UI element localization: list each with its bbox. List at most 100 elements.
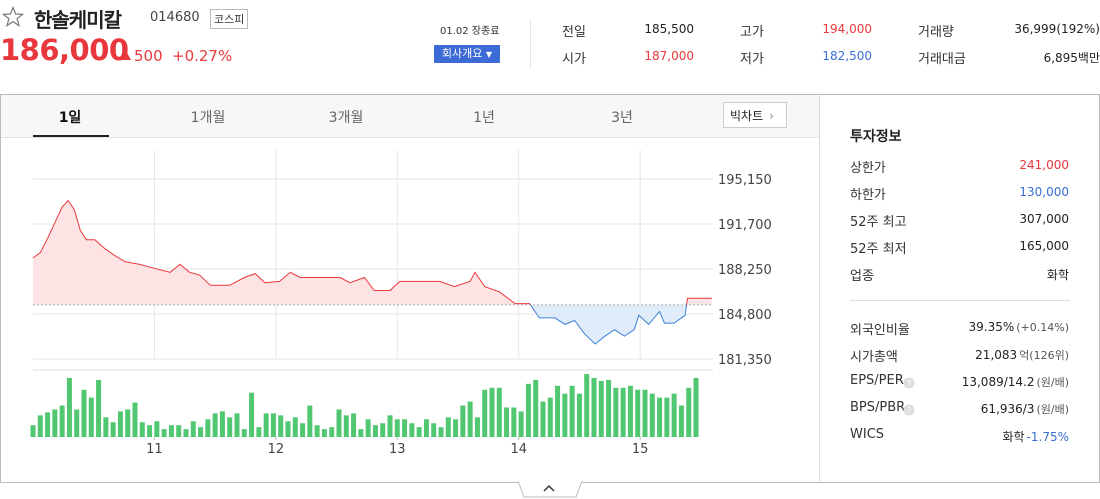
volume-bar: [460, 405, 466, 437]
price-area-up: [33, 200, 712, 305]
big-chart-button[interactable]: 빅차트 ›: [723, 102, 787, 128]
volume-bar: [649, 393, 655, 437]
volume-bar: [365, 419, 371, 437]
volume-bar: [351, 413, 357, 437]
info-value-sub: -1.75%: [1026, 430, 1069, 444]
info-label: 업종: [850, 269, 874, 284]
volume-bar: [686, 387, 692, 437]
volume-bar: [372, 425, 378, 437]
volume-bar: [467, 401, 473, 437]
period-tab[interactable]: 1일: [58, 110, 82, 126]
info-value: 화학: [1046, 268, 1069, 282]
info-label: 상한가: [850, 161, 886, 176]
volume-bar: [482, 389, 488, 437]
big-chart-label: 빅차트: [730, 109, 764, 123]
volume-bar: [576, 393, 582, 437]
period-tab[interactable]: 1개월: [190, 110, 226, 126]
info-value-sub: (원/배): [1036, 376, 1069, 389]
info-label: EPS/PER: [850, 373, 904, 388]
market-status: 01.02 장종료: [440, 26, 500, 37]
info-value-main: 화학: [1002, 430, 1025, 444]
invest-info-title: 투자정보: [850, 129, 902, 145]
volume-bar: [343, 415, 349, 437]
volume-bar: [496, 387, 502, 437]
quote-value: 182,500: [822, 49, 872, 63]
volume-bar: [409, 423, 415, 437]
info-label: 시가총액: [850, 350, 898, 365]
volume-bar: [504, 407, 510, 437]
svg-text:?: ?: [907, 379, 911, 388]
volume-bar: [256, 427, 262, 437]
volume-bar: [263, 413, 269, 437]
info-value: 61,936/3 (원/배): [981, 401, 1069, 417]
volume-bar: [635, 389, 641, 437]
period-tab[interactable]: 3년: [611, 110, 633, 126]
volume-bar: [533, 379, 539, 437]
x-tick-label: 14: [510, 442, 527, 457]
volume-bar: [190, 421, 196, 437]
volume-bar: [511, 407, 517, 437]
volume-bar: [278, 415, 284, 437]
volume-bar: [88, 397, 94, 437]
quote-value: 36,999(192%): [1014, 22, 1100, 36]
info-value-main: 39.35%: [968, 320, 1015, 334]
side-divider: [819, 95, 820, 482]
collapse-toggle[interactable]: [518, 481, 582, 499]
help-icon[interactable]: ?: [903, 404, 915, 416]
period-tab[interactable]: 3개월: [328, 110, 364, 126]
quote-label: 저가: [740, 52, 764, 67]
info-label: BPS/PBR: [850, 400, 906, 415]
volume-bar: [103, 417, 109, 437]
info-value: 화학 -1.75%: [1002, 428, 1069, 445]
volume-bar: [219, 411, 225, 437]
y-tick-label: 195,150: [718, 173, 772, 188]
volume-bar: [336, 409, 342, 437]
volume-bar: [198, 427, 204, 437]
info-value: 39.35% (+0.14%): [968, 320, 1069, 334]
up-arrow: [121, 51, 131, 60]
volume-bar: [518, 411, 524, 437]
info-value: 13,089/14.2 (원/배): [962, 374, 1069, 390]
x-tick-label: 15: [632, 442, 649, 457]
x-tick-label: 12: [268, 442, 285, 457]
volume-bar: [183, 429, 189, 437]
volume-bar: [81, 389, 87, 437]
period-tab[interactable]: 1년: [473, 110, 495, 126]
volume-bar: [234, 413, 240, 437]
volume-bar: [664, 397, 670, 437]
volume-bar: [270, 413, 276, 437]
volume-bar: [74, 409, 80, 437]
volume-bar: [329, 427, 335, 437]
info-value: 21,083 억(126위): [975, 347, 1069, 363]
info-value-sub: (원/배): [1036, 403, 1069, 416]
volume-bar: [285, 421, 291, 437]
volume-bar: [613, 387, 619, 437]
company-button[interactable]: 회사개요 ▼: [434, 45, 500, 63]
separator: [530, 20, 531, 68]
price-line-down: [529, 304, 688, 345]
volume-bar: [110, 422, 116, 437]
favorite-star[interactable]: [2, 6, 24, 28]
quote-label: 거래량: [918, 25, 954, 40]
price-chart: 195,150 191,700 188,250 184,800 181,350 11 12 1…: [30, 150, 772, 457]
volume-bar: [132, 402, 138, 437]
volume-bar: [642, 389, 648, 437]
volume-bar: [227, 417, 233, 437]
volume-bar: [125, 409, 131, 437]
y-tick-label: 191,700: [718, 218, 772, 233]
stock-name: 한솔케미칼: [34, 8, 122, 32]
info-value: 130,000: [1019, 185, 1069, 199]
help-icon[interactable]: ?: [903, 377, 915, 389]
quote-value: 6,895백만: [1043, 51, 1100, 65]
volume-bar: [416, 427, 422, 437]
y-tick-label: 184,800: [718, 308, 772, 323]
volume-bar: [387, 415, 393, 437]
price-area-down: [33, 304, 712, 344]
info-label: 하한가: [850, 188, 886, 203]
volume-bar: [45, 412, 51, 437]
info-value: 165,000: [1019, 239, 1069, 253]
current-price: 186,000: [0, 33, 129, 67]
info-value-main: 21,083: [975, 348, 1018, 362]
volume-bar: [453, 419, 459, 437]
